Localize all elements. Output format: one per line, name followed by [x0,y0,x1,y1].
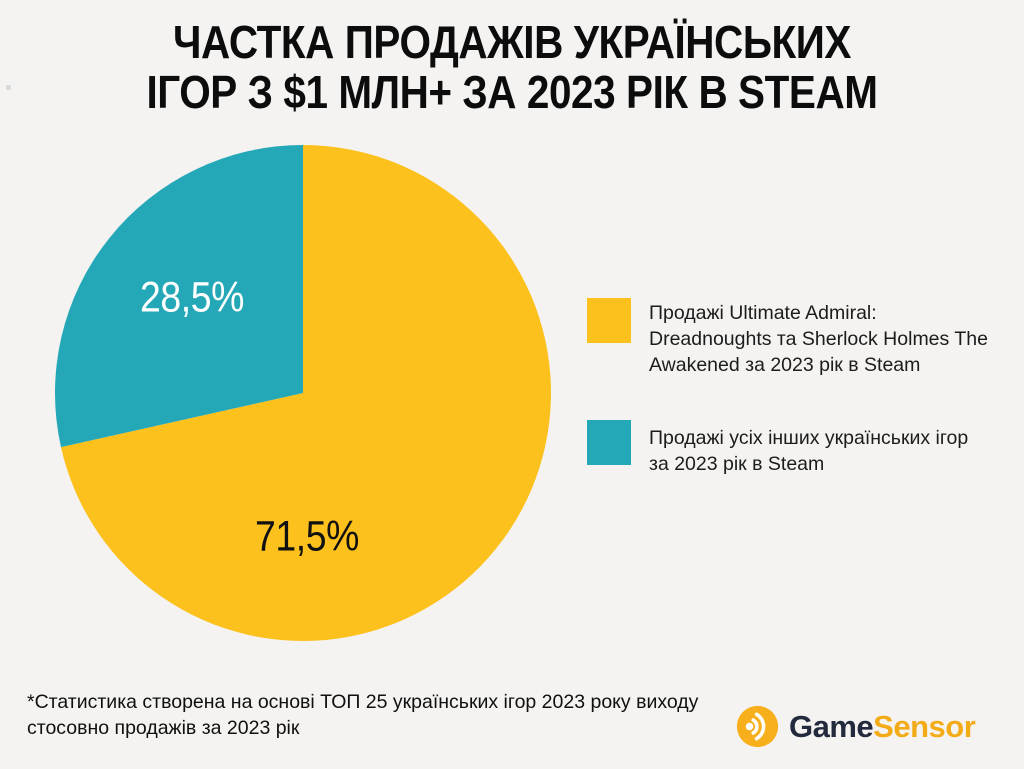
sonar-waves-icon [735,704,780,749]
pie-value-label-yellow: 71,5% [255,512,359,561]
legend-label-yellow: Продажі Ultimate Admiral: Dreadnoughts т… [649,298,988,378]
legend-item-yellow: Продажі Ultimate Admiral: Dreadnoughts т… [587,298,988,378]
pie-chart [54,145,551,641]
footnote-line-1: *Статистика створена на основі ТОП 25 ук… [27,691,699,713]
legend-label-line: Awakened за 2023 рік в Steam [649,354,921,376]
legend-label-line: Продажі усіх інших українських ігор [649,427,969,449]
pie-slice-1 [54,145,303,448]
legend-swatch-teal [587,420,631,465]
artifact-dot [6,85,11,90]
pie-slice-0 [60,145,551,641]
footnote: *Статистика створена на основі ТОП 25 ук… [27,690,698,741]
footnote-line-2: стосовно продажів за 2023 рік [27,716,300,739]
page-title-line-2: ІГОР З $1 МЛН+ ЗА 2023 РІК В STEAM [146,66,878,118]
legend-label-teal: Продажі усіх інших українських ігор за 2… [649,420,968,477]
pie-chart-area [54,145,551,641]
pie-value-label-teal: 28,5% [140,273,244,322]
page-title-line-1: ЧАСТКА ПРОДАЖІВ УКРАЇНСЬКИХ [173,16,851,68]
legend-label-line: за 2023 рік в Steam [649,453,825,475]
logo-wordmark: GameSensor [789,708,976,745]
legend-label-line: Dreadnoughts та Sherlock Holmes The [649,328,988,350]
legend-item-teal: Продажі усіх інших українських ігор за 2… [587,420,968,477]
legend-swatch-yellow [587,298,631,343]
logo-word-game: Game [789,708,874,744]
gamesensor-logo: GameSensor [735,704,976,749]
legend-label-line: Продажі Ultimate Admiral: [649,302,877,324]
page-title: ЧАСТКА ПРОДАЖІВ УКРАЇНСЬКИХ ІГОР З $1 МЛ… [0,17,1024,117]
logo-word-sensor: Sensor [873,708,976,744]
